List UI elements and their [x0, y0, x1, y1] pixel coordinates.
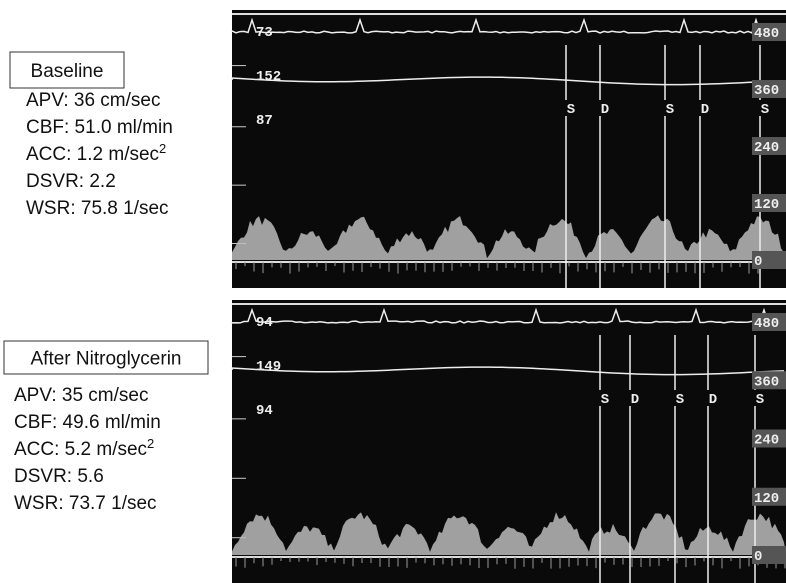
marker-label: D	[701, 102, 709, 118]
scale-label: 240	[754, 433, 779, 449]
marker-bg	[599, 100, 612, 116]
metric-sup: 2	[159, 141, 166, 156]
readout: 94	[256, 403, 273, 419]
marker-bg	[629, 390, 642, 406]
marker-label: S	[756, 392, 764, 408]
marker-bg	[565, 100, 578, 116]
doppler-envelope	[232, 512, 786, 555]
marker-bg	[699, 100, 712, 116]
marker-label: S	[666, 102, 674, 118]
marker-bg	[759, 100, 772, 116]
scale-bg	[752, 23, 786, 41]
label-box	[9, 51, 125, 89]
scale-label: 120	[754, 491, 779, 507]
marker-bg	[664, 100, 677, 116]
metric: CBF: 51.0 ml/min	[26, 117, 173, 138]
scale-bg	[752, 313, 786, 331]
doppler-envelope	[232, 215, 786, 260]
ecg-trace	[231, 17, 785, 34]
metric: DSVR: 2.2	[26, 171, 116, 192]
pressure-trace	[231, 76, 785, 86]
scale-bg	[752, 80, 786, 98]
metric-sup: 2	[147, 436, 154, 451]
readout: 152	[256, 69, 281, 85]
metric-text: WSR: 73.7 1/sec	[14, 493, 157, 514]
marker-bg	[754, 390, 767, 406]
readout: 87	[256, 113, 273, 129]
scale-label: 360	[754, 83, 779, 99]
marker-label: D	[709, 392, 717, 408]
metric: ACC: 5.2 m/sec2	[14, 436, 154, 460]
scale-bg	[752, 429, 786, 448]
metric: WSR: 75.8 1/sec	[26, 198, 169, 219]
marker-label: S	[761, 102, 769, 118]
metric-text: ACC: 5.2 m/sec	[14, 439, 147, 460]
marker-label: D	[631, 392, 639, 408]
scale-label: 360	[754, 374, 779, 390]
metric: ACC: 1.2 m/sec2	[26, 141, 166, 165]
scale-bg	[752, 137, 786, 155]
label-box	[3, 340, 209, 375]
readout: 94	[256, 315, 273, 331]
marker-label: S	[567, 102, 575, 118]
metric-text: APV: 35 cm/sec	[14, 385, 148, 406]
scale-bg	[752, 251, 786, 269]
readout: 149	[256, 359, 281, 375]
metric-text: DSVR: 5.6	[14, 466, 104, 487]
scale-label: 480	[754, 316, 779, 332]
metric-text: CBF: 49.6 ml/min	[14, 412, 161, 433]
marker-label: S	[601, 392, 609, 408]
ecg-trace	[231, 307, 785, 324]
pressure-trace	[231, 366, 785, 376]
metric-text: APV: 36 cm/sec	[26, 90, 160, 111]
scale-bg	[752, 371, 786, 390]
metric-text: ACC: 1.2 m/sec	[26, 144, 159, 165]
metric: DSVR: 5.6	[14, 466, 104, 487]
metric: CBF: 49.6 ml/min	[14, 412, 161, 433]
metric-text: DSVR: 2.2	[26, 171, 116, 192]
scale-label: 480	[754, 26, 779, 42]
metric: APV: 35 cm/sec	[14, 385, 148, 406]
scale-label: 240	[754, 140, 779, 156]
marker-bg	[707, 390, 720, 406]
scale-label: 120	[754, 197, 779, 213]
marker-bg	[599, 390, 612, 406]
metric: WSR: 73.7 1/sec	[14, 493, 157, 514]
scale-bg	[752, 487, 786, 506]
marker-label: D	[601, 102, 609, 118]
scale-label: 0	[754, 549, 762, 565]
panel-label: After Nitroglycerin	[31, 349, 182, 370]
scale-label: 0	[754, 254, 762, 270]
marker-label: S	[676, 392, 684, 408]
scale-bg	[752, 194, 786, 212]
marker-bg	[674, 390, 687, 406]
metric-text: CBF: 51.0 ml/min	[26, 117, 173, 138]
metric-text: WSR: 75.8 1/sec	[26, 198, 169, 219]
metric: APV: 36 cm/sec	[26, 90, 160, 111]
readout: 73	[256, 25, 273, 41]
panel-label: Baseline	[31, 61, 104, 82]
scale-bg	[752, 546, 786, 564]
